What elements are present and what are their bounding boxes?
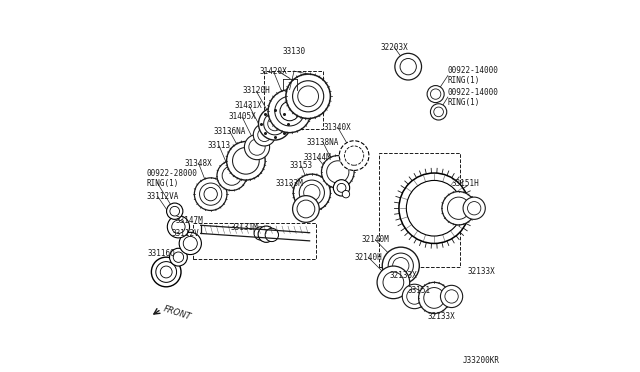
Circle shape: [419, 282, 450, 314]
Circle shape: [253, 124, 276, 146]
Text: 33130: 33130: [282, 47, 306, 56]
Bar: [380, 153, 460, 267]
Text: 33151: 33151: [408, 286, 431, 295]
Text: 32140H: 32140H: [355, 253, 382, 262]
Circle shape: [170, 248, 188, 266]
Circle shape: [403, 284, 427, 309]
Text: 33116Q: 33116Q: [147, 249, 175, 258]
Circle shape: [167, 216, 189, 238]
Circle shape: [440, 285, 463, 308]
Text: 31420X: 31420X: [260, 67, 287, 76]
Text: 33113: 33113: [207, 141, 231, 150]
Circle shape: [321, 155, 354, 188]
Circle shape: [399, 173, 469, 243]
Text: J33200KR: J33200KR: [463, 356, 500, 365]
Circle shape: [195, 178, 227, 211]
Bar: [193, 223, 316, 259]
Text: 33151H: 33151H: [452, 179, 479, 187]
Circle shape: [227, 141, 265, 180]
Circle shape: [166, 203, 183, 219]
Text: 32133X: 32133X: [467, 267, 495, 276]
Circle shape: [179, 232, 202, 254]
Text: FRONT: FRONT: [163, 304, 193, 321]
Circle shape: [293, 174, 330, 211]
Circle shape: [395, 53, 422, 80]
Circle shape: [292, 196, 319, 222]
Circle shape: [258, 226, 275, 242]
Text: 31405X: 31405X: [228, 112, 256, 121]
Text: 33133M: 33133M: [276, 179, 303, 187]
Circle shape: [463, 197, 485, 219]
Circle shape: [382, 247, 419, 284]
Text: 33138NA: 33138NA: [307, 138, 339, 147]
Circle shape: [152, 257, 181, 287]
Text: 32203X: 32203X: [380, 42, 408, 51]
Text: 32133X: 32133X: [390, 271, 417, 280]
Text: 33136NA: 33136NA: [213, 126, 245, 136]
Circle shape: [286, 74, 330, 119]
Text: 32140M: 32140M: [362, 235, 390, 244]
Circle shape: [265, 228, 278, 241]
Circle shape: [259, 108, 291, 140]
Circle shape: [339, 141, 369, 170]
Text: 32133X: 32133X: [428, 312, 456, 321]
Circle shape: [442, 192, 476, 225]
Text: 31431X: 31431X: [235, 101, 262, 110]
Text: 00922-14000
RING(1): 00922-14000 RING(1): [448, 66, 499, 85]
Bar: [264, 71, 323, 129]
Circle shape: [427, 86, 444, 103]
Text: 33147M: 33147M: [175, 216, 204, 225]
Circle shape: [342, 190, 349, 198]
Text: 33131M: 33131M: [230, 223, 258, 232]
Circle shape: [333, 180, 349, 196]
Circle shape: [244, 135, 269, 160]
Circle shape: [377, 266, 410, 299]
Text: 33153: 33153: [290, 161, 313, 170]
Text: 00922-14000
RING(1): 00922-14000 RING(1): [448, 88, 499, 108]
Text: 31348X: 31348X: [184, 158, 212, 167]
Circle shape: [217, 161, 246, 190]
Circle shape: [431, 104, 447, 120]
Text: 00922-28000
RING(1): 00922-28000 RING(1): [147, 169, 197, 188]
Text: 31340X: 31340X: [324, 123, 351, 132]
Text: 33120H: 33120H: [243, 86, 270, 95]
Text: 33144M: 33144M: [303, 153, 331, 161]
Text: 33112VA: 33112VA: [147, 192, 179, 201]
Circle shape: [268, 90, 311, 133]
Circle shape: [254, 227, 268, 240]
Text: 33112V: 33112V: [172, 229, 200, 238]
